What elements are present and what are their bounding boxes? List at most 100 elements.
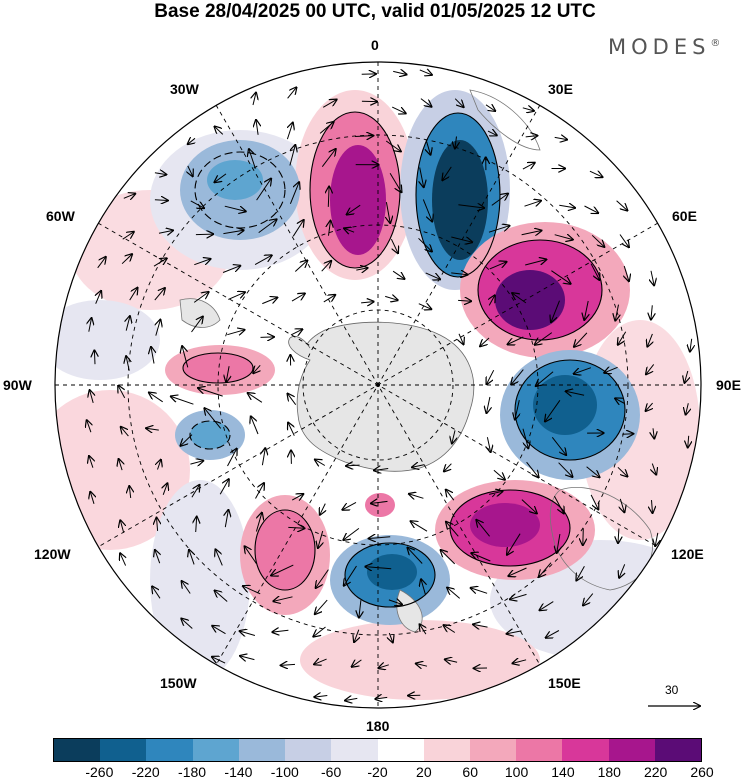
- colorbar-swatch: [608, 739, 655, 761]
- wind-vector-arrow: [181, 619, 193, 629]
- wind-vector-arrow: [590, 263, 599, 280]
- wind-vector-arrow: [526, 461, 539, 477]
- wind-vector-arrow: [420, 98, 432, 107]
- wind-vector-arrow: [226, 366, 229, 382]
- wind-vector-arrow: [318, 530, 323, 548]
- wind-vector-arrow: [342, 501, 357, 509]
- lon-label-120w: 120W: [34, 546, 71, 562]
- wind-vector-arrow: [647, 333, 652, 347]
- wind-vector-arrow: [446, 490, 455, 501]
- wind-vector-arrow: [156, 320, 161, 336]
- wind-vector-arrow: [223, 230, 243, 233]
- wind-vector-arrow: [471, 553, 491, 562]
- wind-vector-arrow: [411, 521, 428, 532]
- wind-vector-arrow: [375, 697, 388, 699]
- wind-vector-arrow: [557, 534, 560, 553]
- wind-vector-arrow: [188, 165, 193, 176]
- wind-vector-arrow: [651, 270, 654, 286]
- wind-vector-arrow: [459, 333, 464, 345]
- wind-vector-arrow: [535, 332, 553, 345]
- wind-vector-arrow: [507, 533, 521, 555]
- wind-vector-arrow: [508, 567, 527, 576]
- wind-vector-arrow: [390, 238, 398, 253]
- wind-vector-arrow: [258, 219, 277, 234]
- wind-vector-arrow: [120, 553, 126, 566]
- wind-vector-arrow: [624, 265, 629, 281]
- colorbar-swatch: [54, 739, 101, 761]
- wind-vector-arrow: [321, 261, 332, 272]
- wind-vector-arrow: [359, 600, 361, 617]
- wind-vector-arrow: [471, 588, 488, 593]
- wind-vector-arrow: [485, 105, 495, 111]
- colorbar-tick-label: 260: [690, 764, 714, 780]
- wind-vector-arrow: [356, 268, 367, 270]
- wind-vector-arrow: [89, 318, 92, 332]
- colorbar-tick-label: -260: [85, 764, 114, 780]
- wind-vector-arrow: [419, 70, 432, 75]
- wind-vector-arrow: [249, 149, 256, 169]
- wind-vector-arrow: [361, 302, 374, 303]
- wind-vector-arrow: [452, 430, 455, 443]
- lon-label-90w: 90W: [3, 377, 32, 393]
- wind-vector-arrow: [655, 532, 658, 546]
- wind-vector-arrow: [227, 449, 237, 467]
- wind-vector-arrow: [354, 629, 359, 642]
- wind-vector-arrow: [617, 466, 628, 476]
- colorbar-swatch: [100, 739, 147, 761]
- wind-vector-arrow: [225, 510, 228, 528]
- wind-vector-arrow: [313, 626, 326, 637]
- wind-vector-arrow: [412, 465, 425, 468]
- colorbar-tick-label: 60: [462, 764, 478, 780]
- wind-vector-arrow: [389, 173, 401, 192]
- wind-vector-arrow: [389, 632, 393, 642]
- wind-vector-arrow: [458, 205, 484, 208]
- polar-map: [54, 61, 702, 735]
- wind-vector-arrow: [154, 173, 166, 175]
- wind-vector-arrow: [154, 200, 168, 201]
- wind-vector-arrow: [328, 187, 329, 207]
- colorbar-tick-label: 20: [416, 764, 432, 780]
- colorbar-ticks: -260 -220 -180 -140 -100 -60 -20 20 60 100 140 180 2…: [53, 764, 713, 782]
- wind-vector-arrow: [522, 108, 534, 111]
- wind-vector-arrow: [319, 122, 334, 134]
- wind-vector-arrow: [616, 200, 628, 211]
- wind-vector-arrow: [329, 221, 331, 236]
- colorbar-swatch: [562, 739, 609, 761]
- wind-vector-arrow: [584, 300, 588, 320]
- wind-vector-arrow: [222, 266, 240, 273]
- wind-vector-arrow: [129, 486, 130, 499]
- wind-vector-arrow: [129, 288, 138, 301]
- wind-vector-arrow: [487, 131, 497, 135]
- wind-vector-arrow: [584, 205, 599, 213]
- lon-label-30w: 30W: [170, 81, 199, 97]
- map-boundary: [54, 61, 702, 709]
- wind-vector-arrow: [120, 520, 123, 533]
- wind-vector-arrow: [118, 386, 126, 399]
- wind-vector-arrow: [345, 698, 358, 700]
- lon-label-90e: 90E: [716, 377, 741, 393]
- colorbar-tick-label: -100: [270, 764, 299, 780]
- lon-label-150e: 150E: [548, 675, 581, 691]
- wind-vector-arrow: [388, 600, 402, 605]
- wind-vector-arrow: [126, 356, 129, 371]
- wind-vector-arrow: [589, 171, 603, 177]
- wind-vector-arrow: [253, 93, 256, 106]
- wind-vector-arrow: [525, 260, 546, 266]
- wind-vector-arrow: [480, 337, 490, 346]
- wind-vector-arrow: [195, 234, 213, 235]
- wind-vector-arrow: [256, 120, 258, 135]
- wind-vector-arrow: [458, 300, 471, 301]
- wind-vector-arrow: [219, 479, 229, 495]
- wind-vector-arrow: [488, 491, 502, 494]
- wind-vector-arrow: [155, 550, 160, 564]
- lon-label-0: 0: [371, 37, 379, 53]
- colorbar-tick-label: -180: [178, 764, 207, 780]
- wind-vector-arrow: [198, 388, 223, 397]
- wind-vector-arrow: [240, 656, 255, 660]
- wind-vector-arrow: [493, 469, 505, 480]
- wind-vector-arrow: [447, 588, 461, 599]
- wind-vector-arrow: [194, 259, 210, 266]
- wind-vector-arrow: [545, 400, 561, 421]
- wind-vector-arrow: [652, 500, 653, 513]
- wind-vector-arrow: [154, 288, 165, 301]
